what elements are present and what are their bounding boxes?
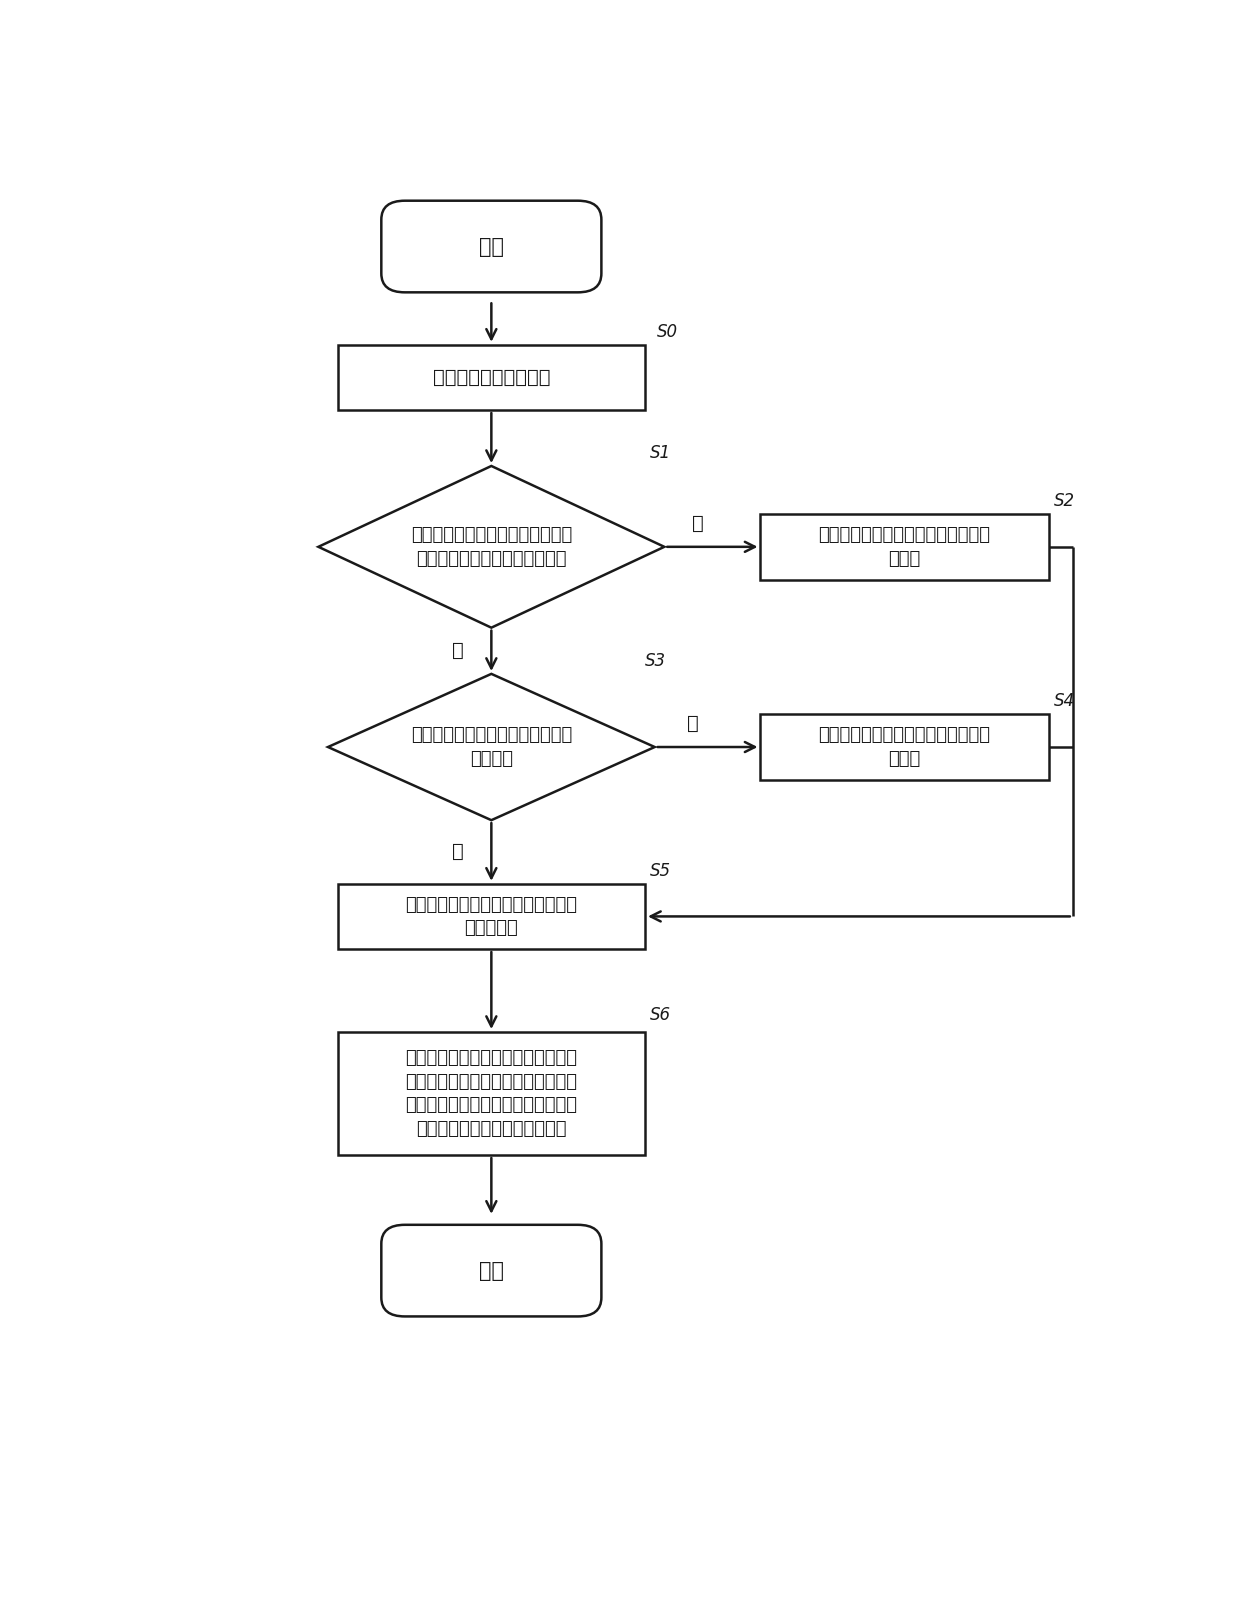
Text: 对并网系统、光伏发电系统、充电系
统、电池储能系统、风力发电系统、
输入输出端口系统进行数据分析，所
述充电站控制系统进入充电状态: 对并网系统、光伏发电系统、充电系 统、电池储能系统、风力发电系统、 输入输出端口… (405, 1048, 578, 1137)
Text: S1: S1 (650, 443, 671, 463)
Text: 否: 否 (692, 515, 704, 532)
Text: S2: S2 (1054, 492, 1075, 510)
Polygon shape (327, 673, 655, 820)
Text: 是: 是 (451, 843, 464, 861)
Text: 判断所述充电站控制系统是否处于
整流状态: 判断所述充电站控制系统是否处于 整流状态 (410, 726, 572, 769)
Text: 所述充电站控制系统进行离网运行工
作状态: 所述充电站控制系统进行离网运行工 作状态 (818, 526, 991, 568)
FancyBboxPatch shape (382, 201, 601, 293)
Text: 结束: 结束 (479, 1260, 503, 1280)
Bar (337, 1032, 645, 1155)
Text: S0: S0 (657, 324, 678, 341)
Bar (760, 714, 1049, 780)
Bar (337, 345, 645, 409)
FancyBboxPatch shape (382, 1225, 601, 1317)
Text: S3: S3 (645, 652, 666, 670)
Bar (760, 515, 1049, 579)
Text: 是: 是 (451, 641, 464, 660)
Text: 所述充电站控制系统进行馈网运行工
作状态: 所述充电站控制系统进行馈网运行工 作状态 (818, 726, 991, 769)
Polygon shape (319, 466, 665, 628)
Text: 通过能量调度系统判断所述充电站
控制系统是否处于并网运行状态: 通过能量调度系统判断所述充电站 控制系统是否处于并网运行状态 (410, 526, 572, 568)
Text: S6: S6 (650, 1006, 671, 1024)
Text: 开始: 开始 (479, 236, 503, 257)
Bar (337, 883, 645, 950)
Text: 否: 否 (687, 714, 699, 733)
Text: 所述充电站控制系统进行多能协调运
行工作状态: 所述充电站控制系统进行多能协调运 行工作状态 (405, 896, 578, 937)
Text: S4: S4 (1054, 693, 1075, 710)
Text: 运行充电站的控制系统: 运行充电站的控制系统 (433, 367, 551, 387)
Text: S5: S5 (650, 862, 671, 880)
